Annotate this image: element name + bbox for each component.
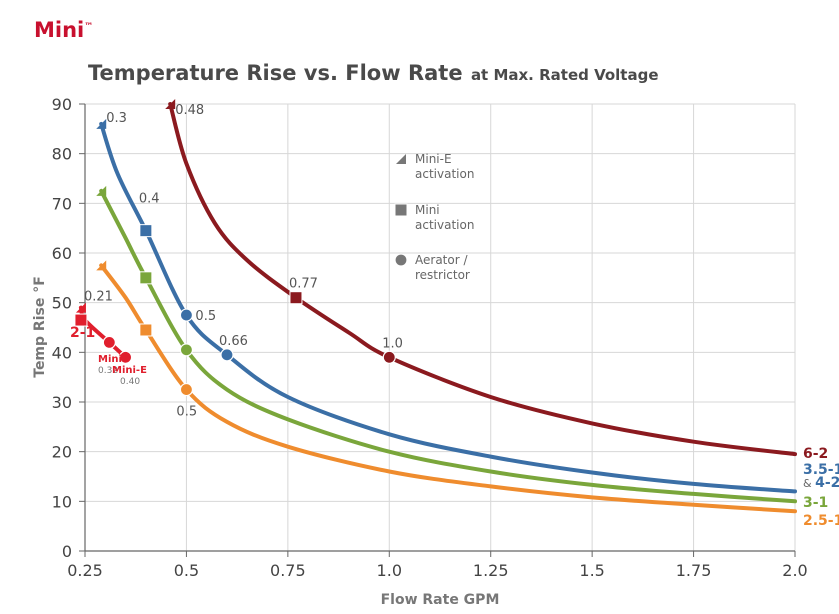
y-tick-label: 0: [62, 542, 72, 561]
circle-marker-2-5-1: [179, 382, 194, 397]
triangle-marker-6-2: [165, 99, 176, 109]
legend-triangle-icon: [396, 154, 406, 164]
x-tick-label: 0.25: [67, 561, 103, 580]
circle-marker-2-1: [118, 350, 133, 364]
series-line-6-2: [168, 102, 797, 457]
y-axis-label: Temp Rise °F: [32, 276, 48, 378]
triangle-marker-2-5-1: [96, 260, 107, 271]
x-axis-label: Flow Rate GPM: [381, 592, 500, 608]
point-label: 0.66: [219, 334, 248, 349]
circle-marker-3-5-1-4-2: [179, 308, 194, 322]
x-tick-label: 0.5: [174, 561, 199, 580]
y-tick-label: 50: [52, 294, 72, 313]
circle-marker-6-2: [382, 350, 396, 364]
series-name-label: 2-1: [70, 325, 95, 341]
series-layer: 0.480.771.00.30.40.50.660.50.21: [74, 99, 797, 514]
y-tick-label: 60: [52, 244, 72, 263]
square-marker-2-1: [74, 313, 88, 327]
annotation-label: Mini-E: [112, 365, 147, 376]
triangle-marker-3-5-1-4-2: [96, 118, 107, 129]
series-end-label: & 4-2: [803, 475, 839, 491]
series-2-1: 0.21: [74, 290, 133, 364]
series-end-label: 2.5-1: [803, 513, 839, 529]
y-tick-label: 10: [52, 492, 72, 511]
annotation-value: 0.40: [120, 377, 140, 387]
chart-grid: [85, 103, 796, 551]
square-marker-3-5-1-4-2: [139, 224, 153, 238]
series-6-2: 0.48 0.77 1.0: [165, 99, 797, 457]
point-label: 0.4: [139, 192, 160, 207]
x-tick-label: 1.25: [473, 561, 509, 580]
chart-title: Temperature Rise vs. Flow Rate at Max. R…: [88, 58, 659, 86]
triangle-marker-2-1: [75, 302, 86, 313]
x-tick-label: 1.75: [676, 561, 712, 580]
chart-subtitle: at Max. Rated Voltage: [470, 66, 659, 84]
legend-label: restrictor: [415, 268, 470, 282]
x-tick-label: 1.5: [579, 561, 604, 580]
y-tick-label: 70: [52, 194, 72, 213]
series-3-5-1-4-2: 0.30.40.50.66: [96, 111, 797, 494]
annotation-value: 0.32: [98, 366, 118, 376]
legend-square-icon: [394, 203, 408, 217]
brand-name: Mini: [34, 18, 85, 42]
point-label: 0.21: [84, 290, 113, 305]
legend-label: activation: [415, 167, 474, 181]
legend-label: Mini: [415, 203, 440, 217]
series-line-3-1: [99, 188, 797, 504]
legend-circle-icon: [394, 253, 408, 267]
x-tick-label: 0.75: [270, 561, 306, 580]
point-label: 0.5: [176, 405, 197, 420]
chart-axes: 0 10 20 30 40 50 60 70 80 90 0.25 0.5 0.75 1.0 1.25 1.5…: [32, 95, 808, 608]
series-end-label: 3.5-1: [803, 462, 839, 478]
legend-label: Aerator /: [415, 253, 468, 267]
point-label: 1.0: [382, 336, 403, 351]
square-marker-3-1: [139, 271, 153, 285]
x-tick-label: 2.0: [782, 561, 807, 580]
point-label: 0.77: [289, 277, 318, 292]
circle-marker-3-5-1-4-2: [220, 348, 234, 362]
triangle-marker-3-1: [96, 185, 107, 196]
legend-label: Mini-E: [415, 152, 452, 166]
chart-title-main: Temperature Rise vs. Flow Rate: [88, 61, 463, 85]
y-tick-label: 80: [52, 145, 72, 164]
brand-logo: Mini™: [34, 18, 93, 42]
series-end-label: 3-1: [803, 495, 828, 511]
legend-item-aerator: Aerator /restrictor: [394, 253, 470, 282]
y-tick-label: 30: [52, 393, 72, 412]
y-tick-label: 20: [52, 443, 72, 462]
point-label: 0.3: [106, 111, 127, 126]
square-marker-2-5-1: [139, 323, 153, 337]
point-label: 0.5: [195, 309, 216, 324]
circle-marker-2-1: [102, 335, 116, 349]
point-label: 0.48: [175, 103, 204, 118]
annotation-label: Mini: [98, 354, 122, 365]
series-3-1: [96, 185, 797, 504]
y-tick-label: 40: [52, 343, 72, 362]
trademark-mark: ™: [84, 22, 94, 32]
series-end-label: 6-2: [803, 446, 828, 462]
x-tick-label: 1.0: [377, 561, 402, 580]
legend-label: activation: [415, 218, 474, 232]
circle-marker-3-1: [179, 343, 194, 357]
square-marker-6-2: [289, 291, 303, 305]
y-tick-label: 90: [52, 95, 72, 114]
series-2-5-1: 0.5: [96, 260, 797, 514]
